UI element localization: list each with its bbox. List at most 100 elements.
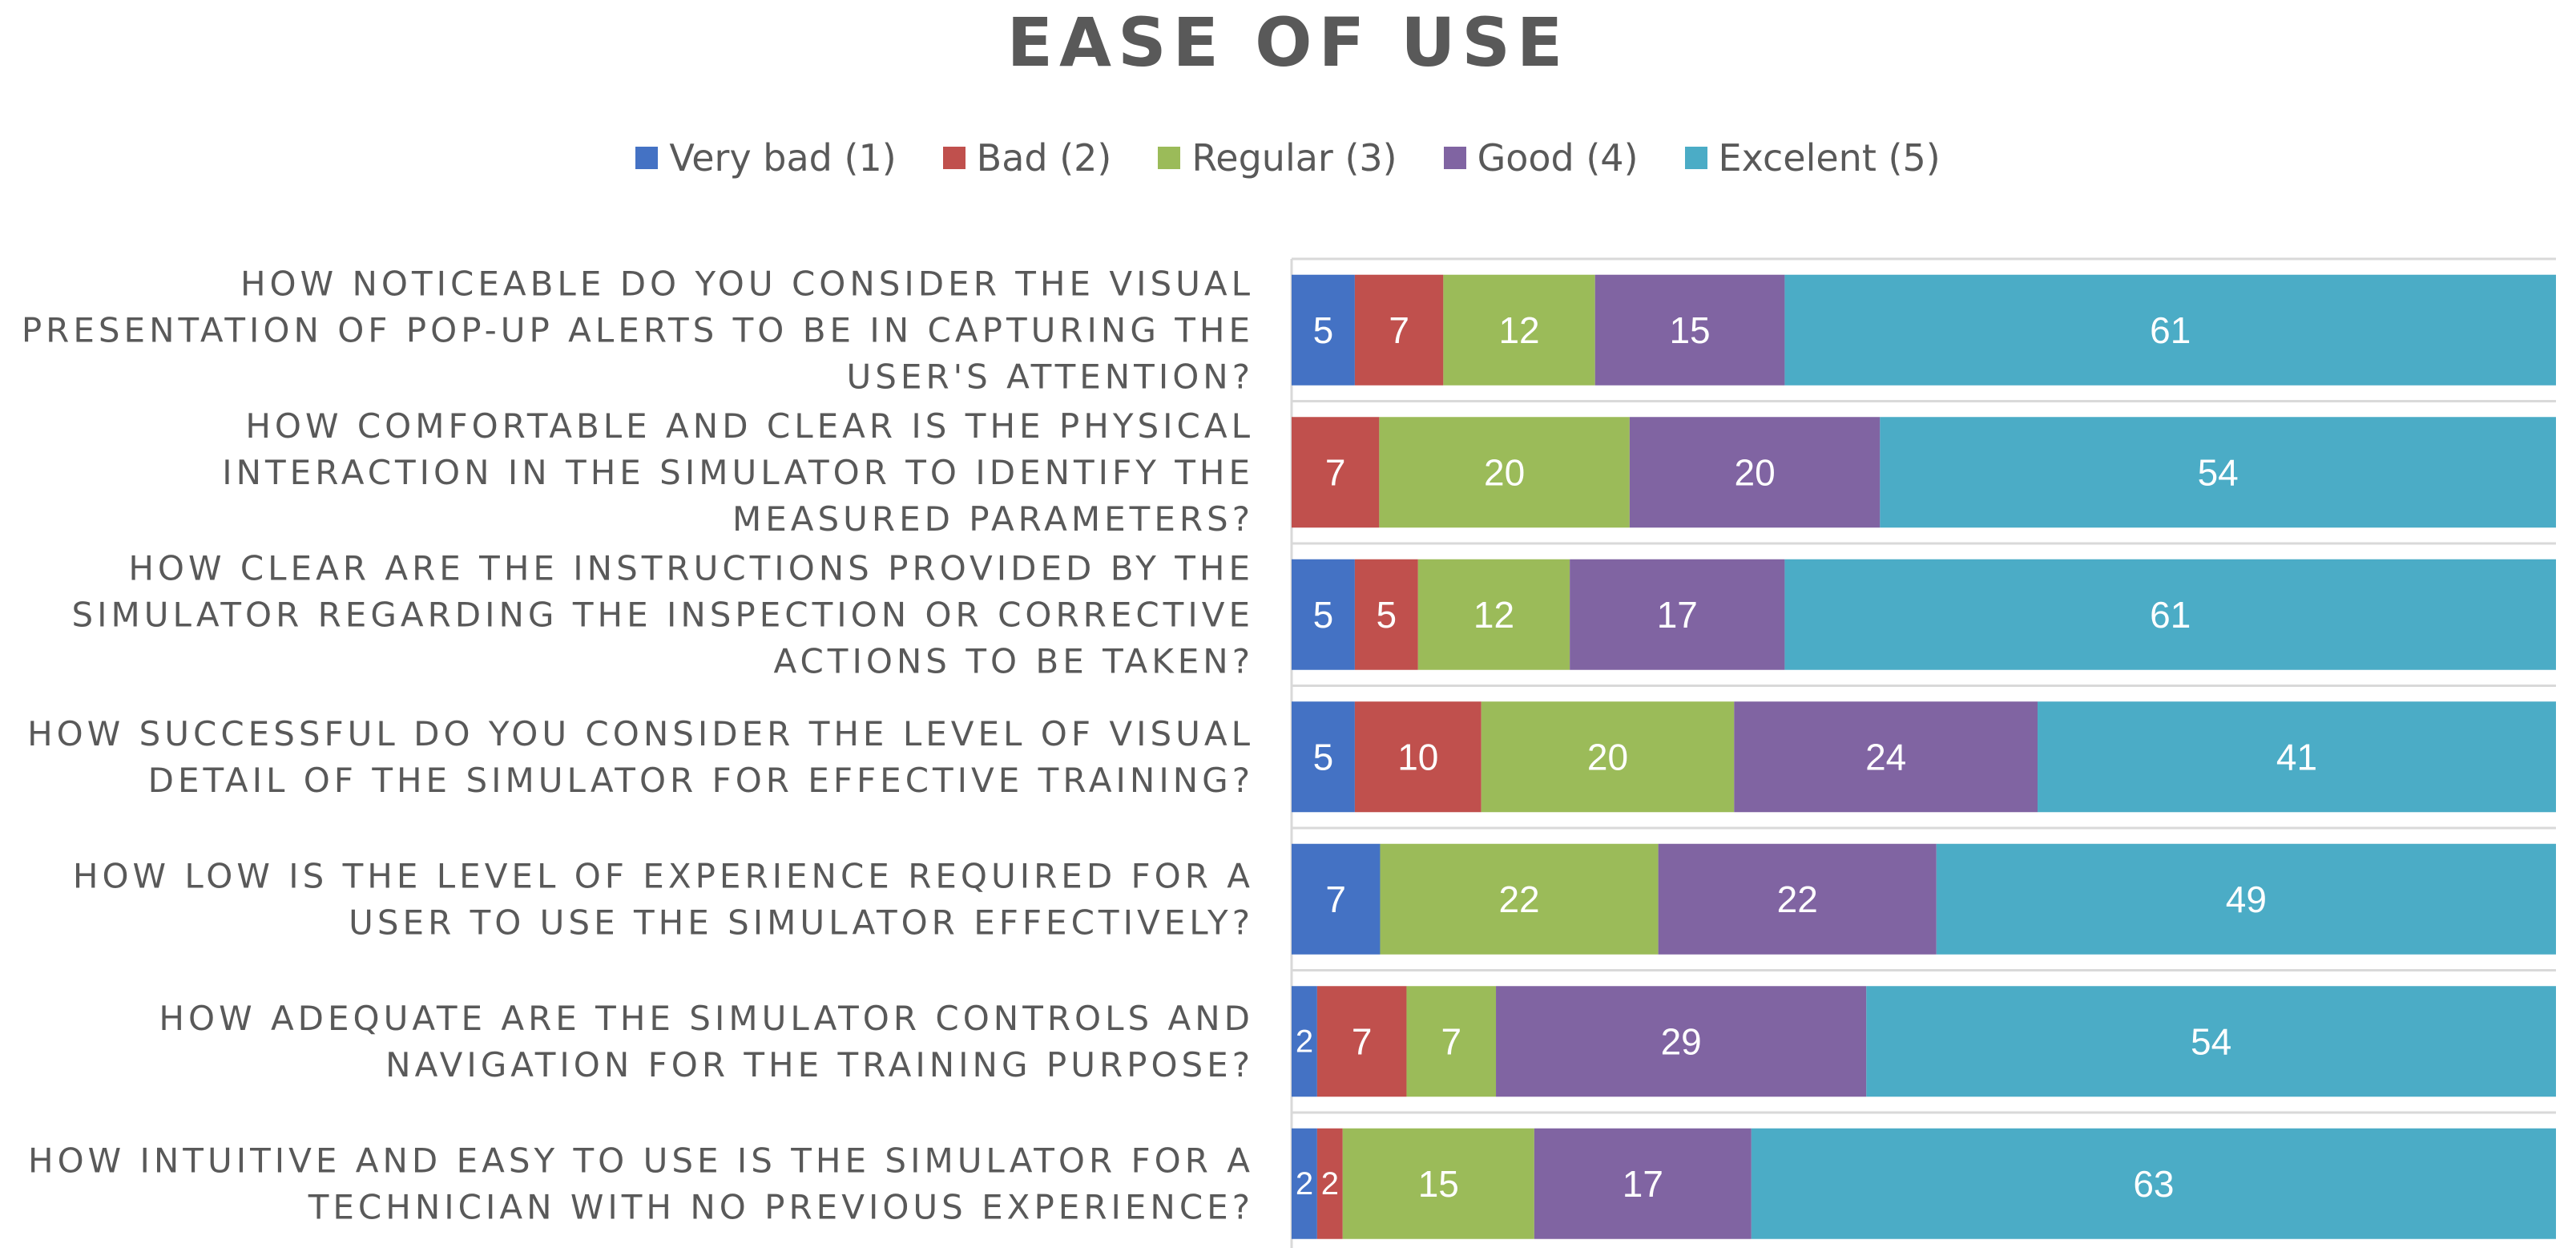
data-label: 15 bbox=[1669, 309, 1710, 351]
category-label-line: USER'S ATTENTION? bbox=[847, 357, 1255, 396]
legend-label: Excelent (5) bbox=[1718, 136, 1941, 180]
category-label-line: HOW COMFORTABLE AND CLEAR IS THE PHYSICA… bbox=[245, 406, 1254, 446]
data-label: 5 bbox=[1313, 736, 1334, 777]
data-label: 2 bbox=[1296, 1166, 1313, 1202]
data-label: 12 bbox=[1473, 594, 1514, 636]
legend-label: Regular (3) bbox=[1191, 136, 1397, 180]
data-label: 61 bbox=[2150, 309, 2191, 351]
bar-segment bbox=[1784, 559, 2556, 670]
category-label-line: HOW LOW IS THE LEVEL OF EXPERIENCE REQUI… bbox=[73, 856, 1254, 895]
data-label: 63 bbox=[2133, 1163, 2174, 1205]
data-label: 7 bbox=[1441, 1020, 1461, 1062]
category-label: HOW LOW IS THE LEVEL OF EXPERIENCE REQUI… bbox=[73, 856, 1254, 942]
data-label: 5 bbox=[1313, 309, 1334, 351]
data-label: 7 bbox=[1389, 309, 1409, 351]
category-label-line: HOW CLEAR ARE THE INSTRUCTIONS PROVIDED … bbox=[128, 548, 1254, 588]
legend-label: Bad (2) bbox=[976, 136, 1112, 180]
bar-segment bbox=[1658, 843, 1937, 955]
bar-segment bbox=[1380, 843, 1659, 955]
data-label: 7 bbox=[1352, 1020, 1373, 1062]
bar-segment bbox=[2038, 701, 2556, 813]
category-label-line: HOW NOTICEABLE DO YOU CONSIDER THE VISUA… bbox=[240, 264, 1254, 303]
bar-segment bbox=[1354, 274, 1444, 386]
bar-segment bbox=[1594, 274, 1785, 386]
category-label: HOW SUCCESSFUL DO YOU CONSIDER THE LEVEL… bbox=[27, 714, 1254, 800]
legend-label: Very bad (1) bbox=[669, 136, 897, 180]
data-label: 54 bbox=[2191, 1020, 2231, 1062]
data-label: 24 bbox=[1865, 736, 1906, 777]
legend-item: Excelent (5) bbox=[1684, 136, 1941, 180]
data-label: 41 bbox=[2276, 736, 2317, 777]
data-label: 20 bbox=[1484, 451, 1525, 493]
category-label-line: SIMULATOR REGARDING THE INSPECTION OR CO… bbox=[72, 595, 1255, 634]
data-label: 49 bbox=[2226, 878, 2267, 920]
data-label: 7 bbox=[1325, 451, 1346, 493]
data-label: 20 bbox=[1587, 736, 1628, 777]
category-label-line: MEASURED PARAMETERS? bbox=[732, 499, 1254, 539]
legend-swatch bbox=[1158, 147, 1181, 169]
category-label-line: USER TO USE THE SIMULATOR EFFECTIVELY? bbox=[349, 903, 1254, 942]
data-label: 7 bbox=[1325, 878, 1346, 920]
bar-segment bbox=[1751, 1128, 2556, 1239]
category-label-line: NAVIGATION FOR THE TRAINING PURPOSE? bbox=[385, 1045, 1254, 1084]
bar-segment bbox=[1354, 701, 1482, 813]
category-label-line: PRESENTATION OF POP-UP ALERTS TO BE IN C… bbox=[22, 310, 1254, 349]
bar-segment bbox=[1417, 559, 1570, 670]
data-label: 2 bbox=[1296, 1024, 1313, 1059]
category-label: HOW INTUITIVE AND EASY TO USE IS THE SIM… bbox=[28, 1141, 1254, 1226]
bar-segment bbox=[1292, 274, 1355, 386]
bar-segment bbox=[1784, 274, 2556, 386]
category-label-line: DETAIL OF THE SIMULATOR FOR EFFECTIVE TR… bbox=[148, 761, 1254, 800]
bar-segment bbox=[1342, 1128, 1534, 1239]
bar-segment bbox=[1481, 701, 1735, 813]
data-label: 22 bbox=[1498, 878, 1539, 920]
data-label: 61 bbox=[2150, 594, 2191, 636]
data-label: 5 bbox=[1377, 594, 1397, 636]
legend-item: Very bad (1) bbox=[635, 136, 897, 180]
legend-item: Good (4) bbox=[1443, 136, 1639, 180]
category-label-line: INTERACTION IN THE SIMULATOR TO IDENTIFY… bbox=[222, 453, 1254, 492]
data-label: 2 bbox=[1321, 1166, 1339, 1202]
legend-label: Good (4) bbox=[1477, 136, 1639, 180]
data-label: 12 bbox=[1498, 309, 1539, 351]
data-label: 5 bbox=[1313, 594, 1334, 636]
data-label: 20 bbox=[1734, 451, 1775, 493]
bar-segment bbox=[1406, 986, 1497, 1097]
category-label: HOW NOTICEABLE DO YOU CONSIDER THE VISUA… bbox=[22, 264, 1254, 396]
data-label: 17 bbox=[1623, 1163, 1663, 1205]
bar-segment bbox=[1292, 559, 1355, 670]
legend-swatch bbox=[1443, 147, 1466, 169]
data-label: 29 bbox=[1661, 1020, 1702, 1062]
bar-segment bbox=[1354, 559, 1418, 670]
data-label: 54 bbox=[2198, 451, 2239, 493]
bar-segment bbox=[1292, 843, 1381, 955]
bar-segment bbox=[1443, 274, 1595, 386]
category-label-line: HOW SUCCESSFUL DO YOU CONSIDER THE LEVEL… bbox=[27, 714, 1254, 753]
bar-segment bbox=[1496, 986, 1867, 1097]
category-label-line: HOW INTUITIVE AND EASY TO USE IS THE SIM… bbox=[28, 1141, 1254, 1180]
bar-segment bbox=[1629, 417, 1881, 528]
data-label: 15 bbox=[1418, 1163, 1459, 1205]
data-label: 22 bbox=[1777, 878, 1818, 920]
category-label: HOW COMFORTABLE AND CLEAR IS THE PHYSICA… bbox=[222, 406, 1254, 539]
category-label-line: HOW ADEQUATE ARE THE SIMULATOR CONTROLS … bbox=[159, 999, 1254, 1038]
data-label: 17 bbox=[1657, 594, 1698, 636]
legend-swatch bbox=[942, 147, 965, 169]
bar-segment bbox=[1534, 1128, 1752, 1239]
bar-segment bbox=[1379, 417, 1630, 528]
category-label-line: ACTIONS TO BE TAKEN? bbox=[773, 641, 1254, 681]
legend-item: Regular (3) bbox=[1158, 136, 1397, 180]
bar-segment bbox=[1292, 701, 1355, 813]
bar-segment bbox=[1292, 986, 1317, 1097]
bar-segment bbox=[1936, 843, 2556, 955]
bar-segment bbox=[1292, 1128, 1317, 1239]
legend: Very bad (1) Bad (2) Regular (3) Good (4) Ex… bbox=[0, 136, 2576, 180]
legend-swatch bbox=[635, 147, 659, 169]
bar-segment bbox=[1292, 417, 1380, 528]
category-label: HOW ADEQUATE ARE THE SIMULATOR CONTROLS … bbox=[159, 999, 1254, 1084]
bar-segment bbox=[1570, 559, 1785, 670]
bar-segment bbox=[1316, 1128, 1343, 1239]
bar-segment bbox=[1316, 986, 1407, 1097]
